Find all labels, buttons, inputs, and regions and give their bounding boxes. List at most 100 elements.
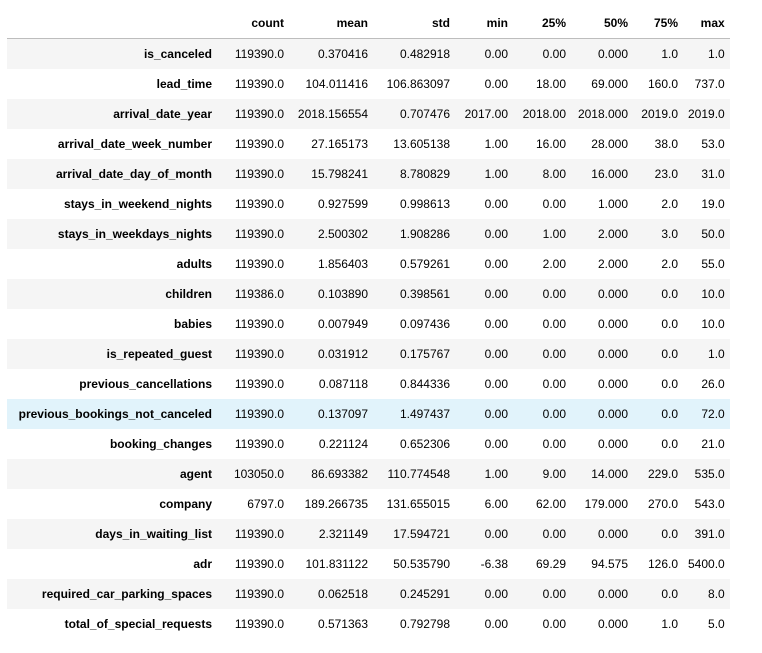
table-cell: 15.798241 [311, 167, 368, 181]
table-cell: 0.0 [661, 317, 678, 331]
table-cell: 0.245291 [399, 587, 450, 601]
table-cell: 10.0 [701, 317, 725, 331]
row-label: lead_time [156, 77, 212, 91]
table-cell: 0.00 [542, 527, 566, 541]
table-row: days_in_waiting_list 119390.0 2.321149 17.5… [7, 519, 730, 549]
table-cell: 2018.156554 [297, 107, 368, 121]
table-cell: 72.0 [701, 407, 725, 421]
row-label: days_in_waiting_list [95, 527, 212, 541]
table-row: agent 103050.0 86.693382 110.774548 1.00 9.00… [7, 459, 730, 489]
table-cell: 0.00 [542, 197, 566, 211]
table-cell: 0.792798 [399, 617, 450, 631]
table-cell: 1.00 [542, 227, 566, 241]
table-cell: 0.000 [597, 617, 628, 631]
table-cell: 0.00 [484, 317, 508, 331]
table-cell: 1.0 [661, 617, 678, 631]
table-cell: 50.535790 [393, 557, 450, 571]
table-cell: 10.0 [701, 287, 725, 301]
table-cell: 27.165173 [311, 137, 368, 151]
table-row: adr 119390.0 101.831122 50.535790 -6.38 69.29… [7, 549, 730, 579]
table-cell: 0.00 [484, 47, 508, 61]
row-label: total_of_special_requests [64, 617, 212, 631]
table-cell: 0.175767 [399, 347, 450, 361]
table-cell: 0.000 [597, 527, 628, 541]
column-header: std [373, 8, 455, 39]
row-label: stays_in_weekdays_nights [57, 227, 212, 241]
table-row: babies 119390.0 0.007949 0.097436 0.00 0.00 0.… [7, 309, 730, 339]
column-header: min [455, 8, 513, 39]
table-cell: 1.00 [484, 467, 508, 481]
table-cell: 0.579261 [399, 257, 450, 271]
table-cell: 0.00 [542, 377, 566, 391]
table-cell: 0.0 [661, 287, 678, 301]
table-cell: 119390.0 [234, 197, 284, 211]
table-cell: 2017.00 [464, 107, 508, 121]
table-cell: 0.0 [661, 407, 678, 421]
row-label: adr [193, 557, 212, 571]
table-cell: 1.497437 [399, 407, 450, 421]
table-cell: 189.266735 [304, 497, 368, 511]
table-cell: 0.097436 [399, 317, 450, 331]
table-cell: 55.0 [701, 257, 725, 271]
table-cell: 53.0 [701, 137, 725, 151]
table-cell: 2.0 [661, 197, 678, 211]
table-cell: 0.00 [542, 47, 566, 61]
table-cell: 6797.0 [247, 497, 284, 511]
table-cell: 119390.0 [234, 137, 284, 151]
table-cell: 0.000 [597, 407, 628, 421]
table-cell: 119390.0 [234, 587, 284, 601]
table-cell: 3.0 [661, 227, 678, 241]
table-cell: 737.0 [694, 77, 725, 91]
table-row: lead_time 119390.0 104.011416 106.863097 0.0… [7, 69, 730, 99]
table-cell: 17.594721 [393, 527, 450, 541]
column-header: mean [289, 8, 373, 39]
column-header: count [217, 8, 289, 39]
table-cell: 119390.0 [234, 407, 284, 421]
table-cell: 0.137097 [317, 407, 368, 421]
table-cell: 119390.0 [234, 557, 284, 571]
row-label: arrival_date_week_number [57, 137, 212, 151]
table-cell: 131.655015 [386, 497, 450, 511]
table-cell: 9.00 [542, 467, 566, 481]
table-cell: 119390.0 [234, 77, 284, 91]
table-cell: 62.00 [535, 497, 566, 511]
table-cell: 0.0 [661, 587, 678, 601]
table-row: arrival_date_day_of_month 119390.0 15.7982… [7, 159, 730, 189]
table-cell: -6.38 [480, 557, 508, 571]
row-label: is_repeated_guest [106, 347, 212, 361]
table-cell: 2019.0 [688, 107, 725, 121]
table-cell: 0.00 [542, 407, 566, 421]
table-cell: 0.000 [597, 47, 628, 61]
table-cell: 38.0 [654, 137, 678, 151]
row-label: arrival_date_day_of_month [55, 167, 212, 181]
table-cell: 8.0 [708, 587, 725, 601]
table-cell: 110.774548 [387, 467, 450, 481]
table-cell: 1.0 [661, 47, 678, 61]
table-cell: 94.575 [591, 557, 628, 571]
table-cell: 0.087118 [318, 377, 368, 391]
table-cell: 0.00 [484, 257, 508, 271]
table-cell: 119390.0 [234, 377, 284, 391]
column-header: 75% [633, 8, 683, 39]
table-cell: 0.00 [484, 347, 508, 361]
row-label: previous_cancellations [79, 377, 212, 391]
table-row: is_repeated_guest 119390.0 0.031912 0.17576… [7, 339, 730, 369]
table-cell: 69.29 [535, 557, 566, 571]
table-cell: 21.0 [701, 437, 725, 451]
table-cell: 0.00 [542, 347, 566, 361]
table-cell: 2018.000 [577, 107, 628, 121]
table-cell: 179.000 [584, 497, 628, 511]
table-cell: 104.011416 [305, 77, 368, 91]
table-cell: 119390.0 [234, 437, 284, 451]
table-cell: 1.000 [597, 197, 628, 211]
table-cell: 0.398561 [399, 287, 450, 301]
table-row: adults 119390.0 1.856403 0.579261 0.00 2.00 2.… [7, 249, 730, 279]
table-cell: 119390.0 [234, 617, 284, 631]
column-header: 25% [513, 8, 571, 39]
table-row: children 119386.0 0.103890 0.398561 0.00 0.00… [7, 279, 730, 309]
table-cell: 1.00 [484, 137, 508, 151]
column-header: 50% [571, 8, 633, 39]
table-cell: 13.605138 [393, 137, 450, 151]
table-cell: 23.0 [654, 167, 678, 181]
table-cell: 0.000 [597, 437, 628, 451]
